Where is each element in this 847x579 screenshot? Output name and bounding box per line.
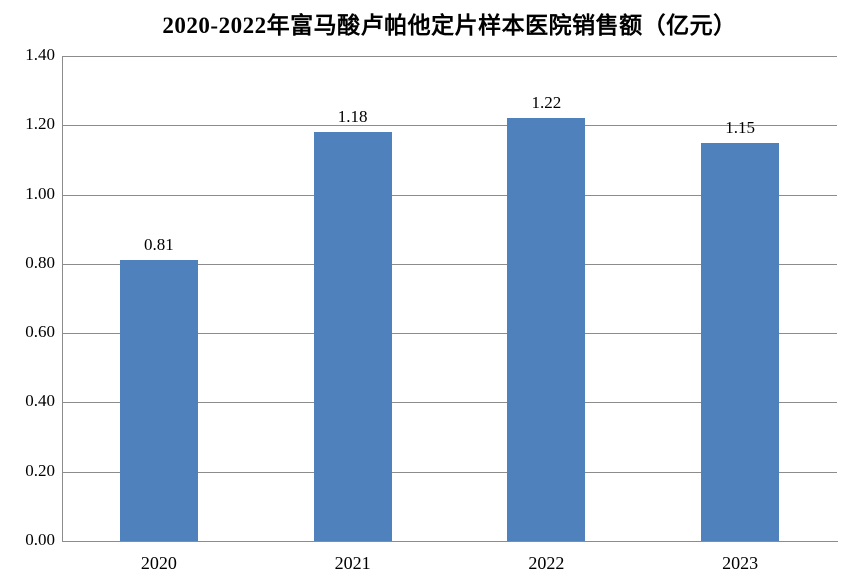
- gridline-0.60: [62, 333, 837, 335]
- bar-2021: [313, 132, 392, 541]
- gridline-1.40: [62, 56, 837, 57]
- bar-value-label-2020: 0.81: [144, 235, 174, 255]
- y-tick-label-0.60: 0.60: [25, 322, 55, 342]
- x-tick-label-2020: 2020: [140, 553, 177, 573]
- bar-2022: [507, 118, 586, 541]
- y-tick-label-0.40: 0.40: [25, 391, 55, 411]
- gridline-1.20: [62, 125, 837, 127]
- gridline-0.80: [62, 263, 837, 265]
- bar-value-label-2023: 1.15: [725, 117, 755, 137]
- bar-value-label-2022: 1.22: [531, 93, 562, 113]
- x-axis-line: [62, 541, 838, 542]
- y-tick-label-0.80: 0.80: [25, 252, 55, 272]
- y-tick-label-1.00: 1.00: [25, 183, 55, 203]
- x-tick-label-2022: 2022: [528, 553, 565, 573]
- chart-title: 2020-2022年富马酸卢帕他定片样本医院销售额（亿元）: [162, 13, 737, 38]
- gridline-0.40: [62, 402, 837, 404]
- y-axis-line: [62, 56, 63, 542]
- y-tick-label-1.20: 1.20: [25, 114, 55, 134]
- plot-area: [62, 56, 837, 541]
- x-tick-label-2023: 2023: [722, 553, 759, 573]
- y-tick-label-0.20: 0.20: [25, 460, 55, 480]
- gridline-1.00: [62, 194, 837, 196]
- bar-2020: [119, 260, 198, 541]
- gridline-0.20: [62, 471, 837, 473]
- bar-2023: [701, 142, 780, 541]
- y-tick-label-0.00: 0.00: [25, 530, 55, 549]
- y-tick-label-1.40: 1.40: [25, 45, 55, 64]
- bar-value-label-2021: 1.18: [337, 107, 368, 127]
- x-tick-label-2021: 2021: [334, 553, 371, 573]
